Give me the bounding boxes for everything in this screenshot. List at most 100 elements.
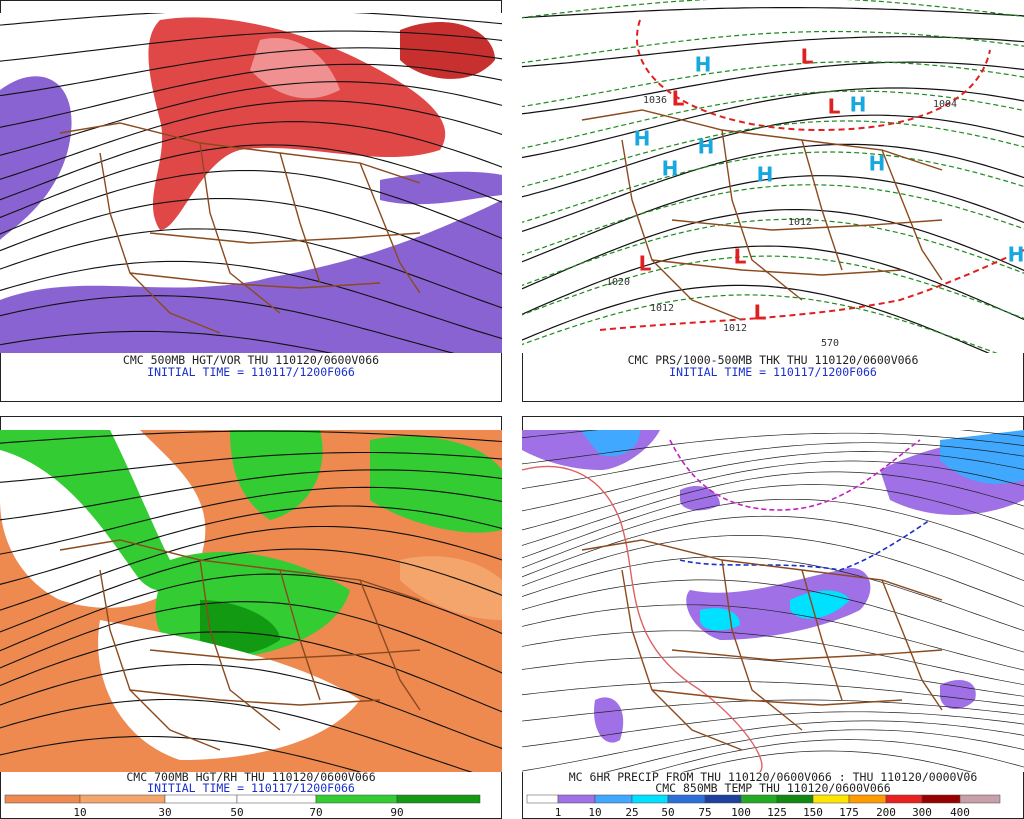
legend-label: 75 [698, 806, 711, 819]
legend-label: 175 [839, 806, 859, 819]
contour [0, 735, 362, 772]
contour [0, 63, 502, 128]
legend-swatch [704, 794, 742, 804]
pressure-center: H [757, 163, 774, 187]
contour-label: 1012 [650, 303, 674, 314]
legend-label: 100 [731, 806, 751, 819]
isotherm [679, 519, 931, 571]
contour [0, 330, 333, 353]
border-line [199, 142, 281, 314]
contour [522, 143, 1024, 233]
legend-label: 25 [625, 806, 638, 819]
humidity-map [0, 430, 502, 772]
legend-swatch [396, 794, 481, 804]
legend-swatch [921, 794, 961, 804]
legend-swatch [4, 794, 81, 804]
pressure-center: H [695, 53, 712, 77]
contour [0, 505, 502, 585]
contour [522, 0, 1024, 19]
contour [0, 121, 502, 201]
contour [522, 30, 1024, 64]
border-line [671, 649, 943, 661]
pressure-center: L [754, 301, 767, 325]
legend-swatch [959, 794, 1001, 804]
contour [522, 175, 1024, 263]
legend-swatch [848, 794, 887, 804]
contour [605, 729, 1024, 772]
contour-label: 1004 [933, 99, 957, 110]
caption: MC 6HR PRECIP FROM THU 110120/0600V066 :… [569, 770, 978, 784]
contour [522, 284, 990, 353]
contour [522, 515, 1024, 582]
legend-label: 200 [876, 806, 896, 819]
legend-swatch [594, 794, 633, 804]
legend-swatch [812, 794, 850, 804]
contour [0, 144, 502, 219]
pressure-center: H [850, 93, 867, 117]
legend-swatch [79, 794, 166, 804]
legend-swatch [557, 794, 596, 804]
contour [522, 471, 1024, 546]
contour [522, 498, 1024, 569]
contour [522, 90, 1024, 149]
border-line [721, 559, 803, 731]
legend-label: 50 [230, 806, 243, 819]
contour [522, 255, 1024, 320]
contour [0, 13, 502, 26]
legend-swatch [776, 794, 814, 804]
contour [0, 100, 502, 180]
caption: CMC 500MB HGT/VOR THU 110120/0600V066 [123, 353, 379, 367]
caption: CMC PRS/1000-500MB THK THU 110120/0600V0… [628, 353, 919, 367]
contour [522, 218, 1024, 287]
contour [0, 430, 502, 444]
initial-time: INITIAL TIME = 110117/1200F066 [147, 781, 355, 795]
contour [522, 699, 1024, 722]
contour [522, 245, 1024, 321]
contour [650, 739, 1024, 772]
contour [522, 556, 1024, 632]
contour [0, 228, 502, 309]
legend-swatch [885, 794, 923, 804]
contour [522, 120, 1024, 188]
contour-label: 1012 [723, 323, 747, 334]
contour [522, 7, 1024, 19]
caption: CMC 700MB HGT/RH THU 110120/0600V066 [126, 770, 375, 784]
contour [522, 432, 1024, 465]
legend-label: 90 [390, 806, 403, 819]
legend-label: 10 [73, 806, 86, 819]
legend-swatch [631, 794, 669, 804]
border-line [581, 539, 943, 601]
contour [522, 151, 1024, 223]
legend-label: 70 [309, 806, 322, 819]
border-line [651, 259, 903, 276]
border-line [881, 149, 943, 281]
contour [522, 630, 1024, 686]
legend-swatch [164, 794, 238, 804]
contour [0, 486, 502, 555]
contour [522, 681, 1024, 707]
contour [0, 451, 502, 483]
contour [522, 720, 1024, 772]
initial-time: INITIAL TIME = 110117/1200F066 [669, 365, 877, 379]
contour [522, 87, 1024, 159]
border-line [359, 579, 421, 711]
contour [683, 750, 973, 772]
pressure-center: L [801, 45, 814, 69]
legend-swatch [526, 794, 559, 804]
legend-label: 1 [555, 806, 562, 819]
pressure-center: L [639, 252, 652, 276]
contour [0, 295, 455, 353]
border-line [59, 539, 421, 601]
border-line [671, 219, 943, 231]
contour-label: 1020 [606, 277, 630, 288]
border-line [581, 109, 943, 171]
border-line [59, 122, 421, 184]
contour-label: 1036 [643, 95, 667, 106]
legend-label: 400 [950, 806, 970, 819]
contour [522, 294, 998, 353]
border-line [881, 579, 943, 711]
contour [0, 601, 502, 674]
legend-swatch [667, 794, 706, 804]
contour [522, 184, 1024, 256]
